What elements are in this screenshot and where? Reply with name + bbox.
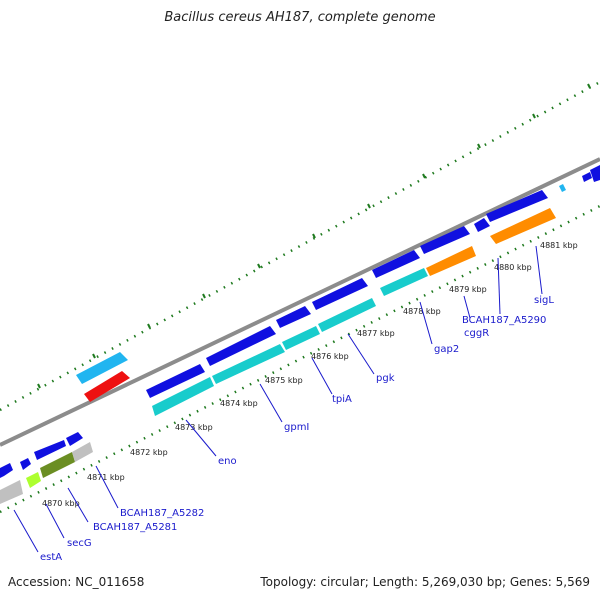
accession-text: Accession: NC_011658: [8, 575, 145, 589]
gene-label: sigL: [534, 295, 554, 306]
gene-arrow: [420, 226, 470, 254]
scale-label: 4879 kbp: [449, 285, 487, 294]
reverse-strand-genes: [0, 208, 556, 504]
gene-arrow: [372, 250, 420, 278]
map-title: Bacillus cereus AH187, complete genome: [164, 10, 436, 25]
gene-arrow: [76, 352, 128, 384]
gene-arrow: [380, 268, 428, 296]
gene-arrow: [152, 377, 214, 416]
separate-features: [76, 352, 130, 402]
gene-label: BCAH187_A5290: [462, 315, 546, 326]
gene-arrow: [318, 298, 376, 332]
major-ticks-upper: [37, 83, 591, 389]
gene-label: secG: [67, 538, 92, 549]
gene-label: pgk: [376, 373, 395, 384]
gene-label-leaders: [13, 245, 543, 553]
gene-arrow: [20, 458, 31, 470]
gene-label: cggR: [464, 328, 489, 339]
gene-arrow: [34, 440, 66, 460]
scale-label: 4874 kbp: [220, 399, 258, 408]
genome-backbone: [0, 157, 600, 447]
topology-text: Topology: circular; Length: 5,269,030 bp…: [260, 575, 590, 589]
gene-arrow: [276, 306, 311, 328]
scale-label: 4872 kbp: [130, 448, 168, 457]
gene-labels: estA secG BCAH187_A5281 BCAH187_A5282 en…: [40, 295, 554, 563]
dotted-grid-upper: [0, 80, 600, 412]
gene-arrow: [212, 344, 285, 384]
scale-label: 4878 kbp: [403, 307, 441, 316]
scale-label: 4876 kbp: [311, 352, 349, 361]
scale-label: 4880 kbp: [494, 263, 532, 272]
gene-arrow: [486, 190, 548, 222]
scale-label: 4873 kbp: [175, 423, 213, 432]
gene-arrow: [590, 165, 600, 182]
gene-arrow: [490, 208, 556, 244]
forward-strand-genes: [0, 165, 600, 478]
gene-arrow: [282, 326, 320, 350]
gene-label: estA: [40, 552, 62, 563]
gene-arrow: [426, 246, 476, 276]
scale-label: 4877 kbp: [357, 329, 395, 338]
gene-arrow: [0, 463, 13, 478]
scale-labels: 4870 kbp 4871 kbp 4872 kbp 4873 kbp 4874…: [42, 241, 578, 508]
scale-label: 4870 kbp: [42, 499, 80, 508]
gene-label: tpiA: [332, 394, 352, 405]
gene-arrow: [0, 480, 23, 504]
gene-label: gpmI: [284, 422, 309, 433]
gene-arrow: [474, 218, 490, 232]
gene-arrow: [146, 364, 205, 398]
dotted-grid-lower: [0, 204, 600, 514]
scale-label: 4881 kbp: [540, 241, 578, 250]
gene-arrow: [582, 172, 592, 182]
gene-arrow: [84, 371, 130, 402]
gene-arrow: [206, 326, 276, 366]
gene-arrow: [559, 184, 566, 192]
scale-label: 4875 kbp: [265, 376, 303, 385]
gene-arrow: [26, 472, 41, 488]
gene-arrow: [72, 442, 93, 462]
gene-label: eno: [218, 456, 237, 467]
gene-arrow: [312, 278, 368, 310]
gene-label: BCAH187_A5282: [120, 508, 204, 519]
scale-label: 4871 kbp: [87, 473, 125, 482]
gene-arrow: [66, 432, 83, 446]
gene-arrow: [40, 452, 75, 478]
gene-label: gap2: [434, 344, 459, 355]
gene-label: BCAH187_A5281: [93, 522, 177, 533]
